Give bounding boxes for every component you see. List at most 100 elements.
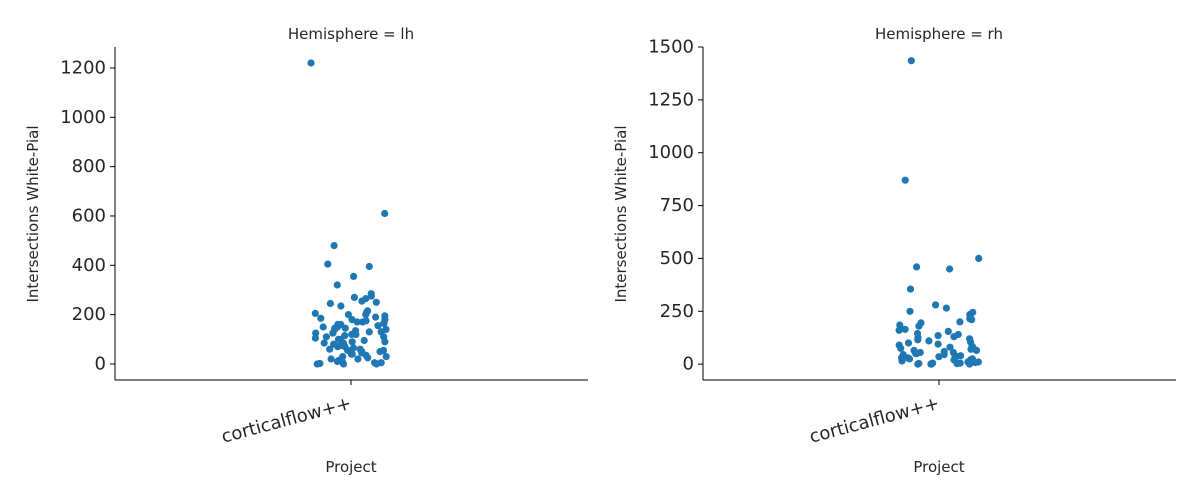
y-tick-label-rh: 1000 bbox=[648, 142, 694, 163]
data-point-lh bbox=[324, 260, 332, 268]
data-point-rh bbox=[967, 345, 975, 353]
data-point-lh bbox=[317, 314, 325, 322]
data-point-lh bbox=[339, 360, 348, 368]
data-point-rh bbox=[968, 316, 976, 324]
data-point-lh bbox=[334, 335, 343, 343]
y-tick-label-lh: 0 bbox=[95, 353, 106, 374]
data-point-lh bbox=[337, 302, 345, 310]
panel-rh: Hemisphere = rh 0 250 500 750 1000 1250 1500 c… bbox=[612, 25, 1176, 476]
data-point-lh bbox=[311, 334, 319, 342]
data-point-rh bbox=[932, 301, 940, 309]
data-point-lh bbox=[380, 319, 388, 327]
data-point-rh bbox=[913, 263, 921, 271]
data-point-lh bbox=[326, 345, 334, 353]
data-point-rh bbox=[950, 333, 958, 341]
data-point-rh bbox=[944, 327, 952, 335]
y-tick-label-rh: 1500 bbox=[648, 37, 694, 58]
data-point-lh bbox=[326, 299, 334, 308]
data-point-rh bbox=[901, 325, 909, 333]
data-point-rh bbox=[898, 357, 906, 365]
data-point-rh bbox=[966, 360, 974, 368]
data-point-lh bbox=[353, 318, 361, 326]
panel-title-lh: Hemisphere = lh bbox=[288, 25, 414, 43]
data-point-rh bbox=[927, 360, 936, 368]
data-point-rh bbox=[934, 340, 942, 348]
panel-title-rh: Hemisphere = rh bbox=[875, 25, 1003, 43]
y-axis-title-lh: Intersections White-Pial bbox=[24, 125, 42, 302]
panel-lh: Hemisphere = lh 0 200 400 600 800 1000 1200 co… bbox=[24, 25, 588, 476]
data-point-lh bbox=[365, 328, 373, 336]
data-point-rh bbox=[975, 254, 983, 262]
y-tick-label-lh: 200 bbox=[72, 304, 106, 325]
y-tick-label-lh: 400 bbox=[72, 255, 106, 276]
data-point-lh bbox=[381, 338, 389, 346]
data-point-rh bbox=[971, 358, 979, 367]
data-point-lh bbox=[320, 339, 328, 347]
data-point-lh bbox=[322, 333, 330, 341]
data-point-rh bbox=[906, 285, 915, 293]
y-ticks-lh: 0 200 400 600 800 1000 1200 bbox=[60, 57, 115, 374]
y-axis-title-rh: Intersections White-Pial bbox=[612, 125, 630, 302]
y-tick-label-rh: 500 bbox=[660, 248, 694, 269]
y-tick-label-rh: 1250 bbox=[648, 89, 694, 110]
x-tick-label-lh: corticalflow++ bbox=[219, 393, 353, 448]
data-point-rh bbox=[895, 326, 903, 334]
data-point-lh bbox=[344, 311, 352, 319]
y-tick-label-lh: 800 bbox=[72, 156, 106, 177]
data-point-rh bbox=[953, 360, 961, 368]
data-point-lh bbox=[367, 292, 375, 300]
x-axis-title-lh: Project bbox=[325, 458, 376, 476]
x-axis-title-rh: Project bbox=[913, 458, 964, 476]
data-point-rh bbox=[907, 57, 915, 65]
data-point-rh bbox=[897, 344, 905, 352]
y-tick-label-lh: 1200 bbox=[60, 57, 106, 78]
data-point-lh bbox=[358, 297, 366, 305]
data-point-rh bbox=[914, 336, 922, 344]
points-rh bbox=[895, 57, 983, 368]
data-point-lh bbox=[319, 323, 327, 331]
data-point-lh bbox=[327, 355, 335, 363]
data-point-lh bbox=[350, 272, 358, 280]
data-point-rh bbox=[914, 360, 922, 368]
data-point-lh bbox=[362, 311, 370, 319]
data-point-lh bbox=[313, 360, 321, 368]
y-tick-label-lh: 600 bbox=[72, 205, 106, 226]
data-point-lh bbox=[372, 360, 381, 368]
data-point-lh bbox=[365, 262, 373, 271]
data-point-lh bbox=[329, 329, 337, 337]
data-point-lh bbox=[376, 348, 384, 356]
y-tick-label-lh: 1000 bbox=[60, 107, 106, 128]
data-point-lh bbox=[374, 322, 382, 330]
data-point-rh bbox=[901, 176, 909, 184]
data-point-rh bbox=[972, 346, 981, 354]
data-point-rh bbox=[896, 321, 904, 329]
data-point-rh bbox=[925, 337, 933, 345]
data-point-lh bbox=[364, 354, 372, 362]
y-tick-label-rh: 750 bbox=[660, 195, 694, 216]
data-point-lh bbox=[381, 209, 389, 218]
data-point-lh bbox=[330, 242, 338, 250]
data-point-lh bbox=[360, 336, 368, 345]
y-tick-label-rh: 250 bbox=[660, 301, 694, 322]
data-point-rh bbox=[942, 304, 951, 312]
data-point-lh bbox=[334, 343, 342, 351]
data-point-rh bbox=[934, 332, 942, 340]
data-point-lh bbox=[354, 355, 362, 363]
data-point-lh bbox=[307, 59, 315, 67]
data-point-rh bbox=[946, 265, 954, 273]
data-point-lh bbox=[372, 298, 380, 306]
data-point-lh bbox=[341, 324, 349, 332]
data-point-lh bbox=[348, 330, 356, 338]
data-point-lh bbox=[372, 313, 380, 321]
data-point-lh bbox=[348, 338, 356, 346]
data-point-lh bbox=[347, 350, 355, 358]
data-point-rh bbox=[946, 343, 954, 351]
y-ticks-rh: 0 250 500 750 1000 1250 1500 bbox=[648, 37, 703, 375]
data-point-lh bbox=[350, 293, 358, 301]
data-point-lh bbox=[382, 353, 390, 361]
data-point-rh bbox=[915, 322, 923, 330]
data-point-lh bbox=[311, 309, 319, 317]
data-point-lh bbox=[333, 281, 341, 289]
y-tick-label-rh: 0 bbox=[683, 354, 694, 375]
